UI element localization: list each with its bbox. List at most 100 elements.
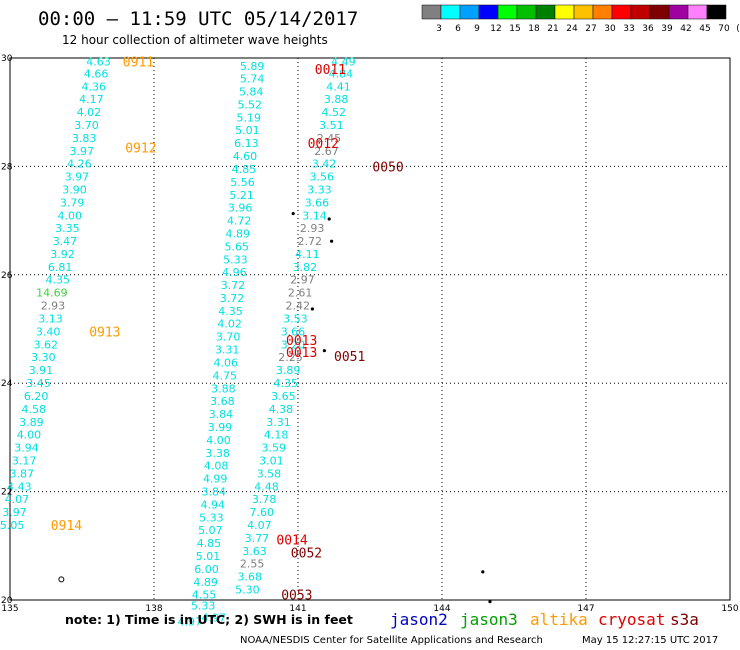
track-markers — [58, 211, 492, 604]
x-tick-label: 144 — [433, 604, 450, 614]
swh-value: 4.18 — [264, 429, 289, 442]
swh-value: 3.33 — [307, 184, 332, 197]
y-tick-label: 20 — [1, 596, 13, 606]
swh-value: 3.83 — [72, 132, 97, 145]
colorbar-swatch — [459, 4, 480, 20]
swh-value: 4.84 — [329, 68, 354, 81]
swh-value: 3.14 — [302, 210, 327, 223]
swh-value: 3.89 — [19, 416, 44, 429]
swh-value: 2.25 — [278, 351, 303, 364]
swh-value: 3.45 — [26, 377, 51, 390]
colorbar-swatch — [478, 4, 499, 20]
swh-value: 4.35 — [46, 274, 71, 287]
swh-value: 3.47 — [53, 235, 78, 248]
time-label: 0011 — [315, 63, 346, 78]
y-tick-label: 22 — [1, 488, 12, 498]
swh-value: 3.97 — [70, 145, 95, 158]
x-tick-label: 138 — [145, 604, 162, 614]
swh-value: 2.42 — [286, 300, 311, 313]
swh-value: 3.68 — [238, 571, 263, 584]
track-marker — [291, 211, 295, 216]
swh-value: 4.43 — [7, 481, 32, 494]
colorbar-swatch — [687, 4, 708, 20]
track-marker — [327, 217, 331, 221]
swh-value: 3.79 — [60, 197, 85, 210]
swh-value: 3.63 — [242, 545, 267, 558]
swh-value: 3.92 — [50, 248, 75, 261]
swh-value: 3.66 — [281, 326, 306, 339]
colorbar-swatch — [554, 4, 575, 20]
swh-value: 2.93 — [300, 222, 325, 235]
swh-value: 4.06 — [214, 357, 239, 370]
swh-value: 4.99 — [203, 473, 228, 486]
swh-value: 5.84 — [239, 86, 264, 99]
legend-jason2: jason2 — [390, 610, 448, 629]
track-marker — [481, 570, 485, 574]
swh-value: 3.58 — [257, 468, 282, 481]
time-label: 0053 — [281, 589, 312, 604]
footer-timestamp: May 15 12:27:15 UTC 2017 — [582, 635, 718, 646]
swh-value: 4.07 — [5, 493, 30, 506]
swh-value: 3.90 — [62, 184, 87, 197]
swh-value: 3.17 — [12, 455, 37, 468]
swh-value: 4.38 — [269, 403, 294, 416]
track-marker — [488, 600, 492, 604]
footer-note: note: 1) Time is in UTC; 2) SWH is in fe… — [65, 612, 353, 627]
swh-value: 3.66 — [305, 197, 330, 210]
footer-credit: NOAA/NESDIS Center for Satellite Applica… — [240, 635, 543, 646]
time-label: 0913 — [89, 326, 120, 341]
swh-value: 3.59 — [262, 442, 287, 455]
time-label: 0052 — [291, 546, 322, 561]
colorbar-label: (ft) — [736, 24, 740, 34]
swh-value: 4.85 — [197, 537, 222, 550]
colorbar-label: 70 — [718, 24, 730, 34]
y-tick-label: 26 — [1, 271, 13, 281]
swh-value: 4.94 — [201, 499, 226, 512]
swh-value: 3.68 — [210, 395, 235, 408]
colorbar-label: 12 — [490, 24, 501, 34]
swh-value: 5.56 — [230, 176, 255, 189]
swh-value: 3.20 — [281, 339, 306, 352]
time-label: 0012 — [308, 137, 339, 152]
swh-value: 5.01 — [196, 550, 221, 563]
time-label: 0914 — [51, 519, 82, 534]
time-label: 0051 — [334, 350, 365, 365]
swh-value: 4.66 — [84, 68, 109, 81]
colorbar-label: 9 — [474, 24, 480, 34]
swh-value: 5.33 — [191, 599, 216, 612]
swh-value: 4.17 — [79, 93, 104, 106]
y-tick-label: 28 — [1, 162, 13, 172]
swh-value: 2.93 — [41, 300, 66, 313]
swh-value: 3.91 — [29, 364, 54, 377]
legend-s3a: s3a — [670, 610, 699, 629]
colorbar-swatch — [440, 4, 461, 20]
swh-value: 2.55 — [240, 558, 265, 571]
swh-value: 4.36 — [82, 81, 107, 94]
swh-value: 4.52 — [322, 106, 347, 119]
swh-value: 3.31 — [215, 344, 240, 357]
colorbar-swatch — [497, 4, 518, 20]
swh-value: 3.42 — [312, 158, 337, 171]
swh-value: 14.69 — [36, 287, 68, 300]
swh-value: 4.89 — [193, 576, 218, 589]
swh-value: 5.33 — [223, 254, 248, 267]
colorbar-swatch — [516, 4, 537, 20]
track-marker — [322, 349, 326, 353]
colorbar-label: 18 — [528, 24, 540, 34]
colorbar-label: 39 — [661, 24, 673, 34]
colorbar-swatch — [649, 4, 670, 20]
y-tick-label: 30 — [1, 54, 13, 64]
x-tick-label: 135 — [1, 604, 18, 614]
swh-value: 6.20 — [24, 390, 49, 403]
colorbar-label: 21 — [547, 24, 558, 34]
swh-value: 3.38 — [205, 447, 230, 460]
swh-value: 4.41 — [326, 81, 351, 94]
swh-value: 5.30 — [235, 584, 260, 597]
colorbar-label: 45 — [699, 24, 710, 34]
swh-value: 3.72 — [221, 279, 246, 292]
swh-value: 2.97 — [290, 274, 315, 287]
swh-value: 6.81 — [48, 261, 73, 274]
swh-value: 4.11 — [295, 248, 320, 261]
swh-value: 5.05 — [0, 519, 24, 532]
